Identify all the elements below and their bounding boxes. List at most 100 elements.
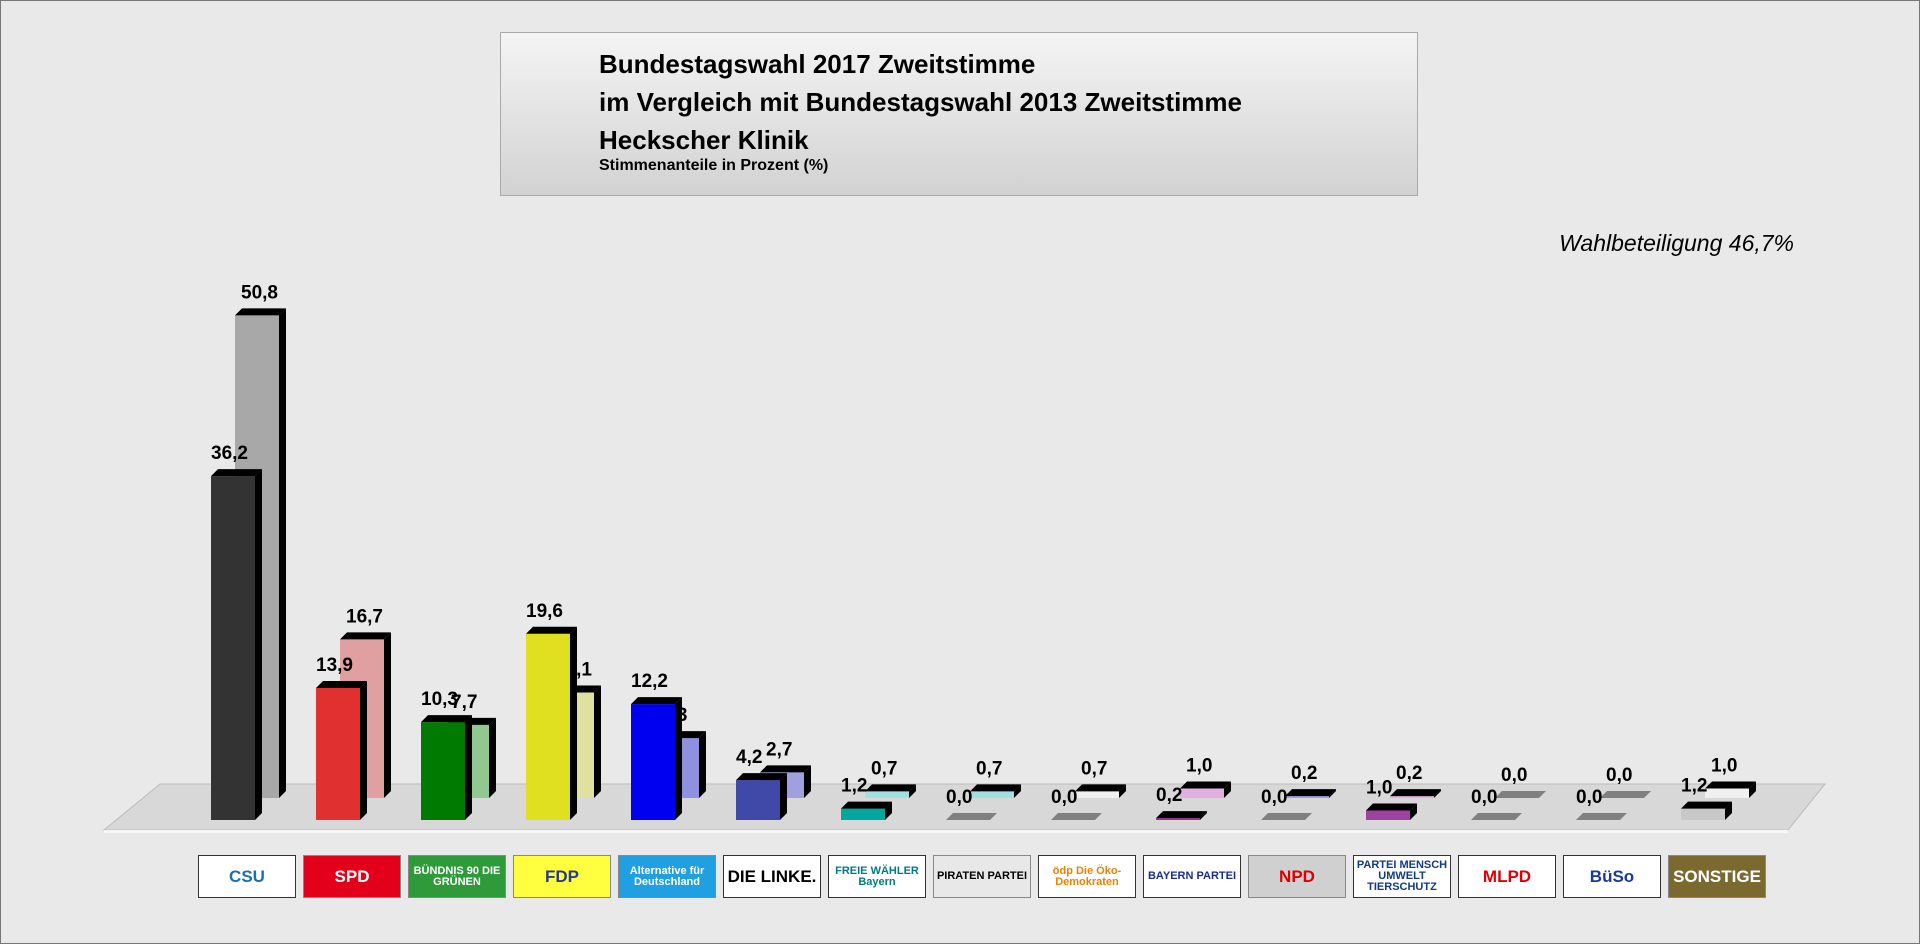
- bar-2017-side: [1200, 811, 1207, 820]
- bar-2017-top: [421, 715, 472, 723]
- bar-2013: [1600, 791, 1651, 798]
- bar-2013-label: 1,0: [1711, 756, 1737, 777]
- bar-2017-label: 4,2: [736, 747, 762, 768]
- bar-2017-top: [211, 469, 262, 477]
- bar-2013-side: [279, 308, 286, 798]
- bar-2017: [1471, 813, 1522, 820]
- title-line-2: im Vergleich mit Bundestagswahl 2013 Zwe…: [599, 87, 1242, 117]
- bar-2013-top: [970, 784, 1021, 792]
- bar-2017: [1366, 810, 1410, 820]
- bar-2013-top: [760, 765, 811, 773]
- bar-2013-label: 0,2: [1291, 763, 1317, 784]
- bar-2017-label: 0,0: [946, 787, 972, 808]
- bar-2013-label: 2,7: [766, 739, 792, 760]
- bar-2013-top: [1075, 784, 1126, 792]
- bar-2013-side: [1329, 789, 1336, 798]
- bar-2013: [1075, 791, 1119, 798]
- bar-2013-label: 7,7: [451, 692, 477, 713]
- party-logo: ödp Die Öko-Demokraten: [1038, 855, 1136, 898]
- bar-2017-label: 1,0: [1366, 778, 1392, 799]
- bar-2013-label: 50,8: [241, 282, 278, 303]
- bar-2017-side: [675, 697, 682, 820]
- bar-2017-top: [316, 680, 367, 688]
- party-logo: BÜNDNIS 90 DIE GRÜNEN: [408, 855, 506, 898]
- title-line-1: Bundestagswahl 2017 Zweitstimme: [599, 49, 1036, 79]
- bar-2013-side: [594, 685, 601, 798]
- bar-2013-side: [1014, 784, 1021, 798]
- title-box: Bundestagswahl 2017 Zweitstimme im Vergl…: [500, 32, 1418, 196]
- bar-2017-top: [1156, 811, 1207, 819]
- party-logo: FREIE WÄHLER Bayern: [828, 855, 926, 898]
- bar-2017-top: [736, 773, 787, 781]
- bar-2017: [1261, 813, 1312, 820]
- party-logo: Alternative für Deutschland: [618, 855, 716, 898]
- bar-2013-label: 1,0: [1186, 756, 1212, 777]
- bar-2013-top: [865, 784, 916, 792]
- chart-subtitle: Stimmenanteile in Prozent (%): [599, 157, 829, 174]
- bar-2017: [526, 633, 570, 820]
- bar-2017-top: [1366, 803, 1417, 811]
- bar-2013: [1495, 791, 1546, 798]
- bar-2013-side: [384, 632, 391, 798]
- bar-2013-top: [235, 308, 286, 316]
- bar-2017-label: 0,0: [1576, 787, 1602, 808]
- party-logo: CSU: [198, 855, 296, 898]
- bar-2017-side: [885, 801, 892, 820]
- bar-2013-top: [1285, 789, 1336, 797]
- bar-2017-label: 36,2: [211, 443, 248, 464]
- bar-2013: [1285, 796, 1329, 798]
- party-logo: MLPD: [1458, 855, 1556, 898]
- bar-2017: [841, 808, 885, 820]
- bar-2017-side: [570, 626, 577, 820]
- party-logo: BAYERN PARTEI: [1143, 855, 1241, 898]
- bar-2013-side: [804, 765, 811, 798]
- bar-2013: [865, 791, 909, 798]
- bar-2017-label: 0,2: [1156, 785, 1182, 806]
- bar-2017-label: 1,2: [841, 776, 867, 797]
- bar-2013-side: [1749, 781, 1756, 798]
- bar-2017-side: [360, 680, 367, 820]
- bar-2013-label: 16,7: [346, 606, 383, 627]
- bar-2017-label: 0,0: [1051, 787, 1077, 808]
- bar-2013-side: [909, 784, 916, 798]
- bar-2013-label: 0,0: [1501, 765, 1527, 786]
- party-logo: SONSTIGE: [1668, 855, 1766, 898]
- bar-2013-top: [1180, 781, 1231, 789]
- party-logo: BüSo: [1563, 855, 1661, 898]
- bar-2017: [421, 722, 465, 820]
- party-logo: SPD: [303, 855, 401, 898]
- party-logo: PARTEI MENSCH UMWELT TIERSCHUTZ: [1353, 855, 1451, 898]
- party-logo: DIE LINKE.: [723, 855, 821, 898]
- bar-2017: [736, 780, 780, 820]
- bar-2013-top: [1705, 781, 1756, 789]
- bar-2013-top: [340, 632, 391, 640]
- bar-2017: [316, 687, 360, 820]
- bar-2017-label: 12,2: [631, 671, 668, 692]
- bar-2017-label: 10,3: [421, 689, 458, 710]
- bar-2017-top: [631, 697, 682, 705]
- bar-2017: [211, 476, 255, 820]
- bar-2017-top: [841, 801, 892, 809]
- party-logo: PIRATEN PARTEI: [933, 855, 1031, 898]
- bar-2013-side: [489, 717, 496, 798]
- bar-2013-label: 0,2: [1396, 763, 1422, 784]
- bar-2013-side: [699, 731, 706, 798]
- bar-2017: [1681, 808, 1725, 820]
- bar-2013: [1390, 796, 1434, 798]
- bar-2017-label: 0,0: [1471, 787, 1497, 808]
- party-logo: FDP: [513, 855, 611, 898]
- bar-2013-side: [1434, 789, 1441, 798]
- bar-2013: [1705, 788, 1749, 798]
- bar-2017-label: 19,6: [526, 601, 563, 622]
- bar-2017: [1051, 813, 1102, 820]
- bar-2017-top: [526, 626, 577, 634]
- bar-2017: [946, 813, 997, 820]
- bar-2017-side: [780, 773, 787, 820]
- bar-2017-label: 0,0: [1261, 787, 1287, 808]
- bar-2017: [631, 704, 675, 820]
- bar-2013-side: [1119, 784, 1126, 798]
- bar-2013-label: 0,7: [976, 758, 1002, 779]
- bar-2013: [970, 791, 1014, 798]
- bar-2013-top: [1390, 789, 1441, 797]
- bar-2017-label: 1,2: [1681, 776, 1707, 797]
